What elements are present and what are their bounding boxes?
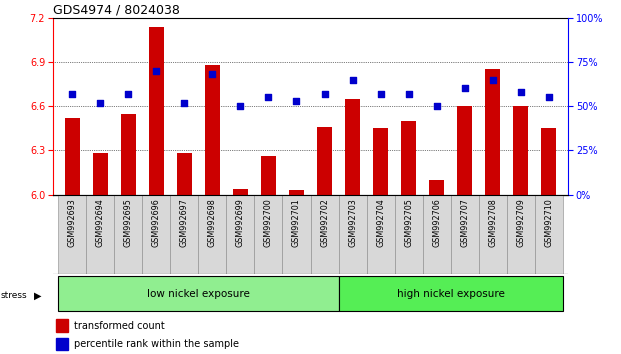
Text: GSM992696: GSM992696 [152,198,161,247]
Bar [170,195,199,274]
Bar [261,156,276,195]
Bar [422,195,451,274]
Bar [227,195,255,274]
Text: GSM992709: GSM992709 [516,198,525,247]
Bar [255,195,283,274]
Point [376,91,386,97]
Text: GSM992695: GSM992695 [124,198,133,247]
Bar [535,195,563,274]
Bar [142,195,170,274]
Text: stress: stress [1,291,27,300]
Bar [429,180,444,195]
Text: GSM992705: GSM992705 [404,198,413,247]
Bar [58,276,338,312]
Point [207,72,217,77]
Bar [338,195,366,274]
Bar [58,195,86,274]
Text: ▶: ▶ [34,291,42,301]
Text: GSM992710: GSM992710 [544,198,553,247]
Bar [373,129,388,195]
Bar [120,114,136,195]
Text: GSM992694: GSM992694 [96,198,105,247]
Bar [65,118,80,195]
Bar [93,153,108,195]
Point [263,95,273,100]
Text: GSM992702: GSM992702 [320,198,329,247]
Bar [148,27,164,195]
Bar [479,195,507,274]
Bar [233,189,248,195]
Bar [541,129,556,195]
Point [152,68,161,74]
Point [68,91,78,97]
Text: GSM992708: GSM992708 [488,198,497,247]
Point [96,100,106,105]
Text: GSM992704: GSM992704 [376,198,385,247]
Text: high nickel exposure: high nickel exposure [397,289,504,299]
Point [487,77,497,82]
Point [515,89,525,95]
Bar [56,319,68,332]
Bar [317,127,332,195]
Point [432,103,442,109]
Bar [283,195,310,274]
Text: transformed count: transformed count [75,320,165,331]
Text: GSM992707: GSM992707 [460,198,469,247]
Text: low nickel exposure: low nickel exposure [147,289,250,299]
Bar [394,195,422,274]
Bar [114,195,142,274]
Bar [289,190,304,195]
Text: GSM992693: GSM992693 [68,198,77,247]
Bar [366,195,394,274]
Point [348,77,358,82]
Bar [338,276,563,312]
Text: percentile rank within the sample: percentile rank within the sample [75,339,240,349]
Bar [199,195,227,274]
Text: GSM992699: GSM992699 [236,198,245,247]
Text: GSM992697: GSM992697 [180,198,189,247]
Bar [56,338,68,350]
Point [179,100,189,105]
Text: GSM992698: GSM992698 [208,198,217,247]
Point [291,98,301,104]
Bar [205,65,220,195]
Bar [310,195,338,274]
Point [320,91,330,97]
Bar [451,195,479,274]
Text: GSM992706: GSM992706 [432,198,441,247]
Text: GSM992701: GSM992701 [292,198,301,247]
Point [235,103,245,109]
Text: GSM992700: GSM992700 [264,198,273,247]
Bar [401,121,416,195]
Bar [345,99,360,195]
Bar [177,153,192,195]
Bar [507,195,535,274]
Point [124,91,134,97]
Bar [457,106,473,195]
Bar [485,69,501,195]
Bar [513,106,528,195]
Text: GSM992703: GSM992703 [348,198,357,247]
Point [404,91,414,97]
Point [543,95,553,100]
Bar [86,195,114,274]
Text: GDS4974 / 8024038: GDS4974 / 8024038 [53,4,179,17]
Point [460,86,469,91]
